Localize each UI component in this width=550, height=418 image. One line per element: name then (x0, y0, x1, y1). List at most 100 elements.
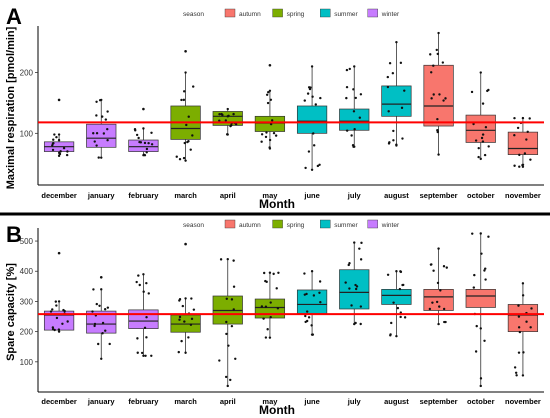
data-point (180, 98, 183, 102)
outlier-point (99, 275, 103, 279)
data-point (142, 273, 145, 276)
x-tick-label-december: december (41, 397, 77, 406)
data-point (395, 144, 398, 147)
data-point (513, 116, 516, 120)
data-point (347, 263, 350, 267)
data-point (95, 100, 98, 103)
data-point (265, 131, 268, 134)
data-point (270, 119, 274, 122)
data-point (55, 316, 59, 320)
legend-label-winter: winter (381, 222, 400, 229)
data-point (479, 157, 482, 161)
data-point (234, 357, 237, 360)
data-point (477, 146, 480, 150)
data-point (403, 316, 407, 319)
data-point (142, 154, 145, 157)
data-point (318, 280, 322, 283)
data-point (388, 141, 391, 144)
data-point (529, 326, 532, 329)
data-point (225, 320, 228, 324)
legend-label-autumn: autumn (239, 11, 261, 18)
data-point (135, 280, 138, 284)
data-point (182, 90, 186, 93)
data-point (360, 241, 363, 245)
data-point (227, 344, 230, 347)
data-point (229, 124, 232, 128)
data-point (350, 304, 353, 307)
data-point (517, 304, 520, 307)
data-point (355, 285, 359, 288)
data-point (445, 266, 448, 269)
data-point (260, 305, 264, 308)
box-february (128, 107, 159, 157)
data-point (345, 85, 349, 89)
data-point (145, 147, 149, 151)
data-point (438, 93, 441, 96)
panel-a-plot: 100 200 december january february march april m… (20, 26, 544, 200)
data-point (185, 123, 188, 127)
data-point (145, 151, 148, 154)
legend-swatch-winter (367, 8, 378, 18)
data-point (53, 133, 56, 136)
data-point (103, 308, 107, 311)
data-point (226, 384, 229, 388)
data-point (55, 304, 58, 307)
data-point (354, 96, 357, 100)
data-point (395, 270, 398, 273)
outlier-point (268, 63, 272, 67)
data-point (314, 103, 317, 106)
panel-b-legend: season autumn spring summer winter (183, 219, 400, 229)
data-point (303, 293, 307, 296)
data-point (101, 321, 105, 325)
data-point (386, 85, 390, 89)
box-iqr (86, 310, 117, 334)
data-point (57, 133, 61, 136)
data-point (182, 156, 186, 160)
data-point (187, 115, 190, 118)
x-tick-label-october: october (467, 397, 495, 406)
box-june (296, 65, 328, 172)
data-point (92, 288, 95, 291)
data-point (475, 324, 478, 328)
x-tick-label-march: march (174, 397, 197, 406)
data-point (521, 374, 525, 377)
data-point (66, 320, 69, 323)
data-point (106, 306, 110, 309)
data-point (345, 96, 348, 100)
data-point (178, 298, 182, 301)
box-august (381, 270, 412, 338)
legend-label-summer: summer (334, 11, 358, 18)
data-point (354, 283, 357, 287)
data-point (277, 271, 280, 274)
data-point (398, 287, 402, 291)
data-point (95, 114, 98, 117)
legend-swatch-autumn (224, 219, 236, 229)
data-point (268, 271, 272, 274)
data-point (392, 301, 395, 304)
box-march (170, 49, 201, 162)
data-point (392, 139, 395, 142)
data-point (473, 273, 476, 277)
data-point (437, 247, 440, 250)
data-point (97, 156, 100, 159)
data-point (436, 281, 440, 285)
data-point (54, 300, 58, 303)
data-point (95, 132, 99, 135)
data-point (262, 317, 265, 320)
data-point (310, 270, 314, 273)
panel-b-plot: 100 200 300 400 500 december january february ma… (20, 228, 544, 406)
data-point (401, 137, 404, 140)
data-point (100, 156, 103, 159)
data-point (150, 354, 153, 357)
data-point (513, 366, 517, 369)
data-point (521, 163, 525, 166)
data-point (523, 152, 527, 155)
panel-b: B season autumn spring summer winter 100 200 3… (5, 219, 544, 417)
box-iqr (423, 64, 454, 127)
data-point (312, 132, 315, 135)
data-point (486, 89, 489, 93)
data-point (232, 259, 235, 262)
panel-a-y-axis-title: Maximal respiration [pmol/min] (5, 26, 17, 189)
box-august (381, 40, 412, 147)
data-point (192, 85, 195, 88)
